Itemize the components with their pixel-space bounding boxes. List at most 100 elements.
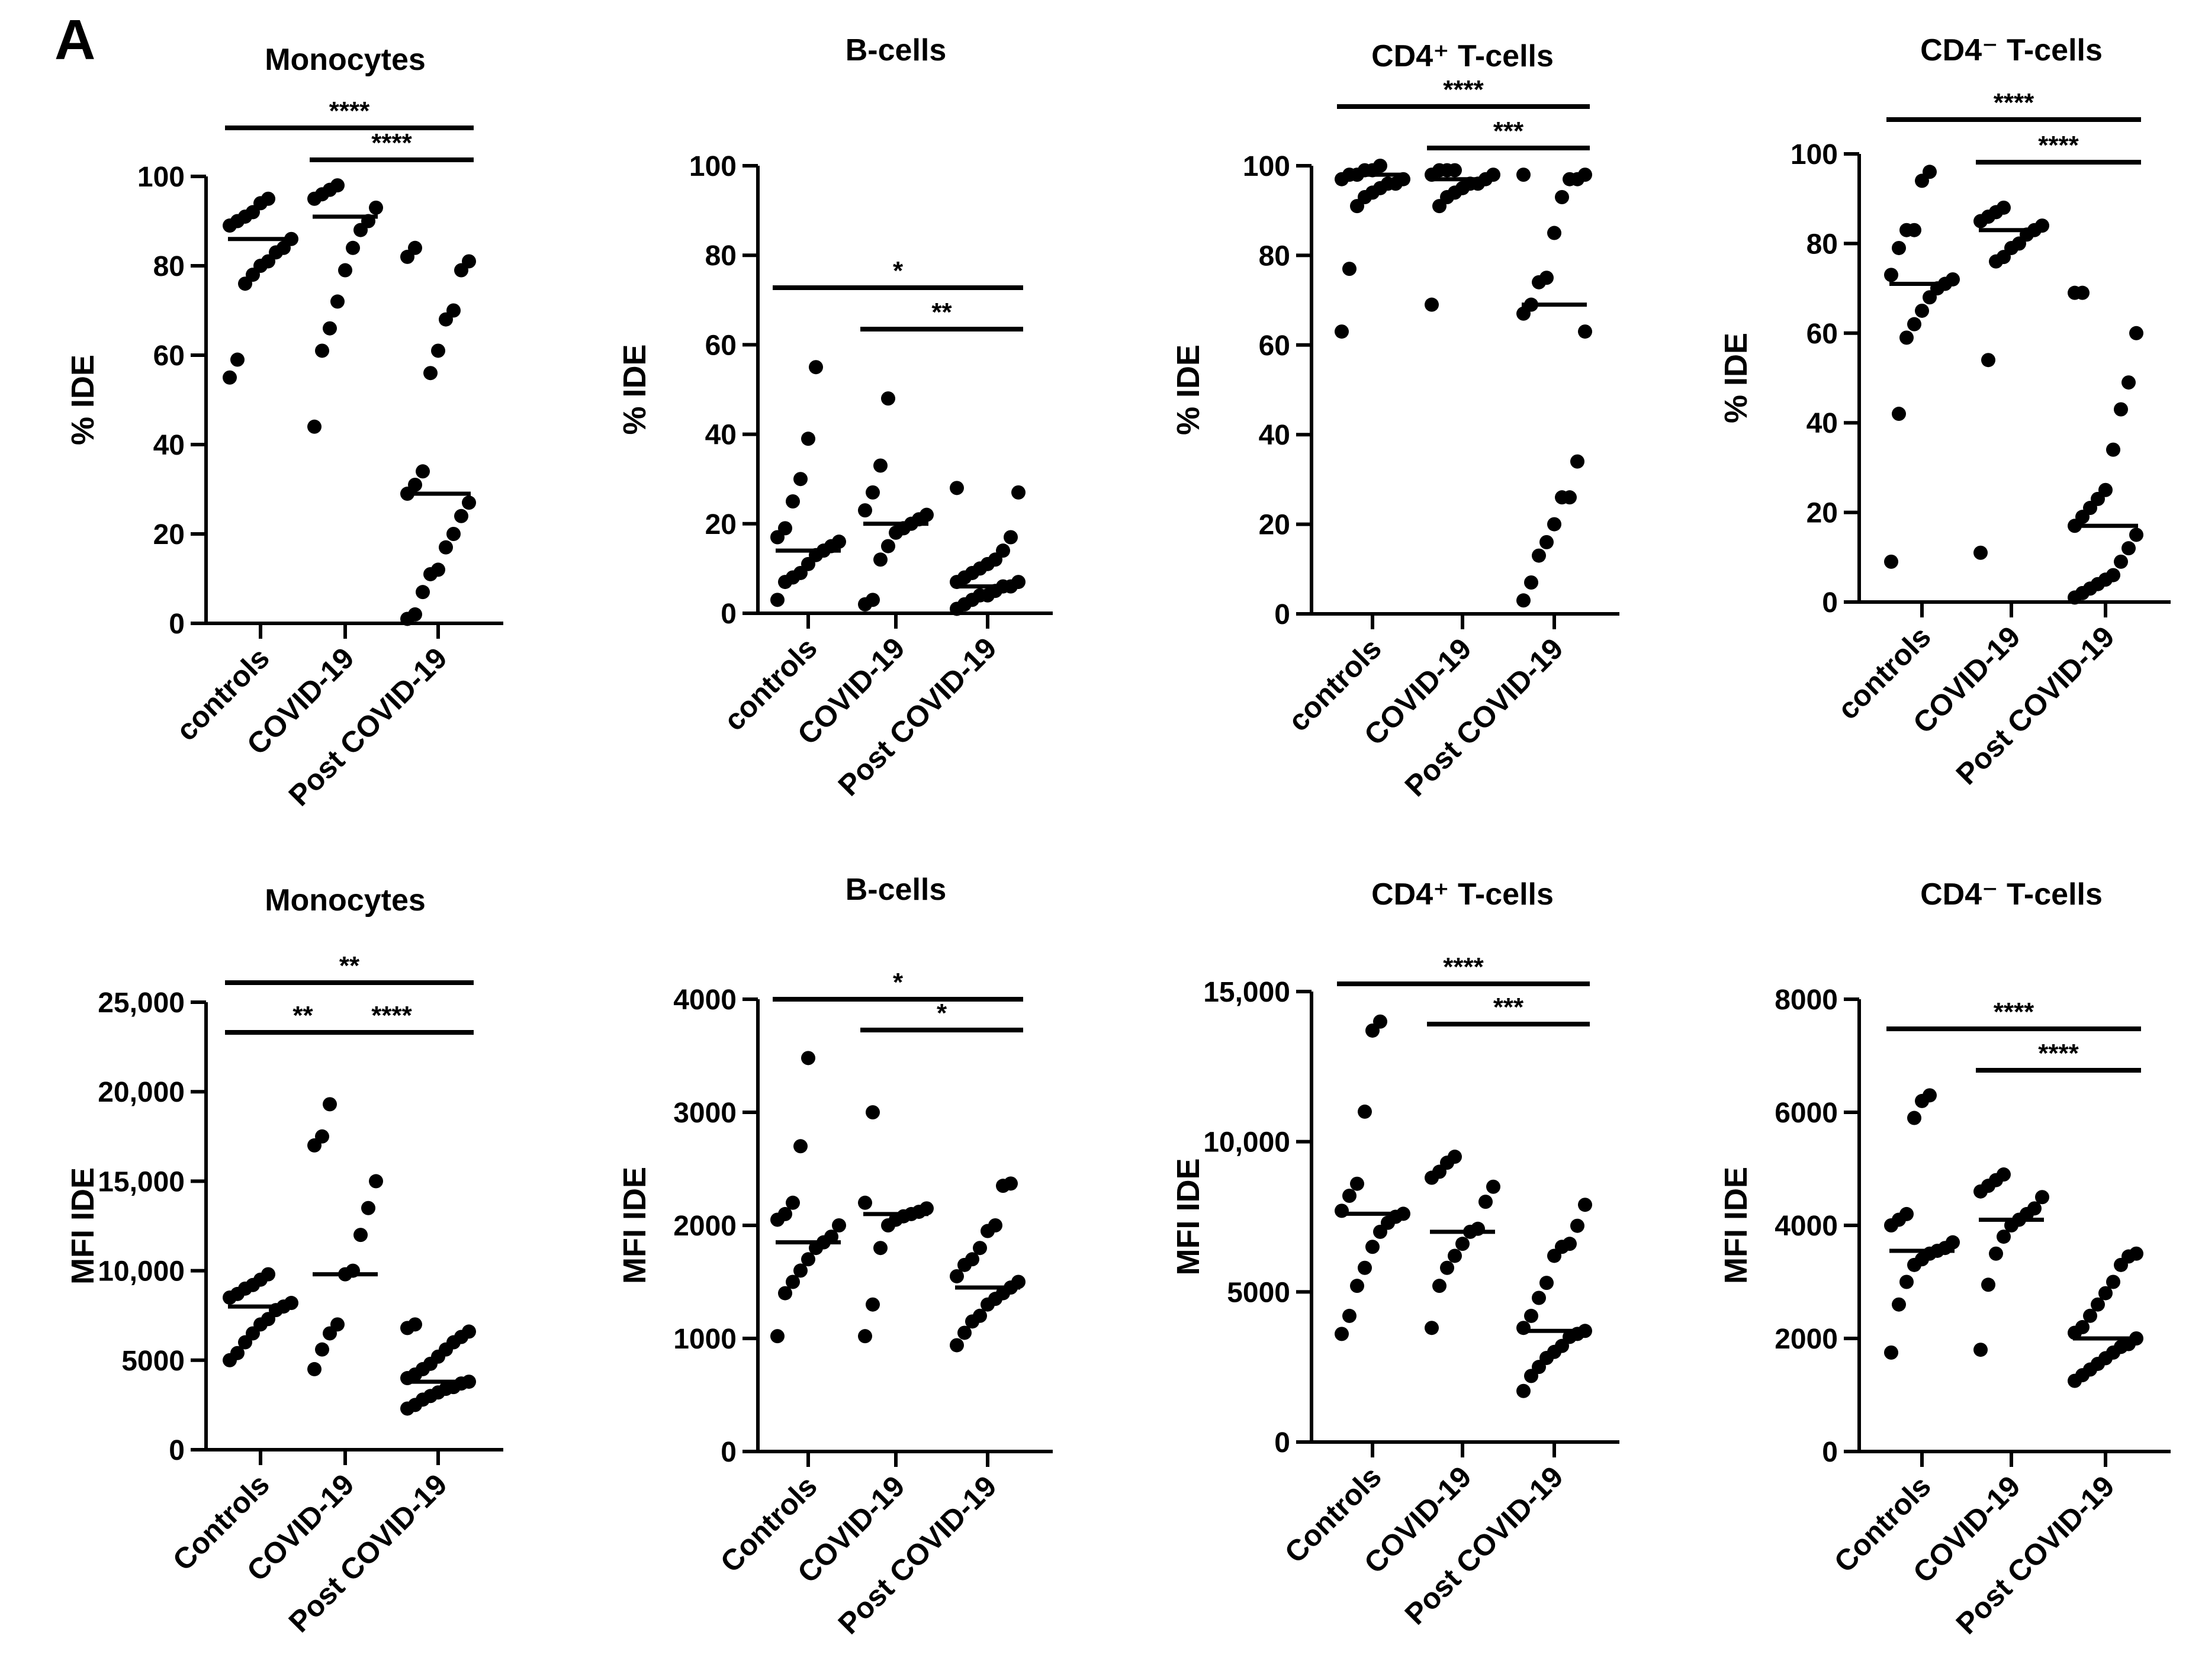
y-axis-label: % IDE (1171, 345, 1206, 435)
data-point (809, 360, 823, 375)
data-point (307, 419, 322, 434)
data-point (1973, 545, 1988, 560)
data-point (2098, 1286, 2113, 1301)
data-point (2091, 1297, 2105, 1312)
x-tick-label: Post COVID-19 (832, 631, 1003, 802)
data-point (866, 1297, 880, 1312)
data-point (920, 1201, 934, 1216)
data-point (1516, 1383, 1531, 1398)
y-axis-label: MFI IDE (1171, 1158, 1206, 1276)
y-tick-label: 0 (1274, 1427, 1290, 1459)
data-point (1884, 268, 1898, 282)
significance-label: * (893, 968, 904, 997)
y-tick-label: 40 (1259, 420, 1290, 451)
data-point (957, 1325, 972, 1340)
data-point (1425, 1321, 1439, 1335)
data-point (1532, 548, 1546, 563)
significance-label: * (937, 999, 947, 1028)
y-tick-label: 80 (1259, 240, 1290, 272)
y-tick-label: 100 (689, 151, 737, 182)
data-point (1997, 200, 2011, 215)
significance-label: *** (1493, 117, 1524, 146)
y-tick-label: 4000 (673, 984, 737, 1016)
data-point (1578, 168, 1592, 182)
chart-title: Monocytes (265, 883, 426, 918)
data-point (1989, 1246, 2003, 1261)
y-tick-label: 15,000 (1203, 977, 1290, 1008)
y-tick-label: 20 (705, 509, 737, 540)
data-point (416, 585, 430, 600)
data-point (330, 1317, 345, 1332)
y-tick-label: 60 (705, 330, 737, 361)
data-point (881, 391, 895, 406)
data-point (2129, 527, 2143, 542)
data-point (1335, 1327, 1349, 1341)
data-point (1478, 1195, 1493, 1209)
chart-panel-5: Monocytes 0 5000 10,000 15,000 20,000 25,000 MF… (65, 883, 503, 1639)
data-point (1555, 189, 1569, 204)
y-tick-label: 5000 (1227, 1277, 1290, 1308)
data-point (1899, 330, 1914, 345)
data-point (1539, 535, 1554, 549)
data-point (1440, 1260, 1454, 1275)
data-point (1892, 1297, 1906, 1312)
data-point (1524, 1308, 1538, 1323)
panel-label: A (54, 8, 96, 72)
y-axis-label: % IDE (65, 355, 101, 445)
data-point (824, 1230, 838, 1244)
y-axis-label: % IDE (1718, 333, 1754, 423)
y-tick-label: 15,000 (98, 1166, 185, 1198)
x-tick-label: Post COVID-19 (1950, 620, 2121, 791)
data-point (1892, 407, 1906, 421)
y-tick-label: 60 (1807, 318, 1838, 350)
data-point (1907, 1111, 1921, 1125)
significance-label: **** (1994, 997, 2034, 1026)
data-point (1884, 1345, 1898, 1360)
data-point (1373, 159, 1387, 173)
data-point (431, 562, 445, 577)
y-tick-label: 10,000 (98, 1256, 185, 1288)
y-tick-label: 4000 (1775, 1211, 1838, 1242)
y-tick-label: 8000 (1775, 984, 1838, 1016)
data-point (408, 477, 422, 492)
data-point (1004, 1176, 1018, 1191)
data-point (920, 507, 934, 522)
y-tick-label: 80 (153, 251, 185, 282)
data-point (1892, 240, 1906, 255)
y-axis-label: % IDE (617, 344, 652, 435)
data-point (1448, 1248, 1462, 1263)
data-point (793, 472, 808, 487)
data-point (230, 352, 245, 367)
data-point (1524, 575, 1538, 590)
data-point (1342, 1308, 1357, 1323)
data-point (462, 1324, 476, 1339)
data-point (950, 1338, 964, 1353)
data-point (1907, 223, 1921, 237)
data-point (2027, 1201, 2042, 1216)
y-tick-label: 3000 (673, 1098, 737, 1129)
data-point (2129, 1246, 2143, 1261)
data-point (1981, 353, 1995, 368)
data-point (1570, 454, 1584, 469)
data-point (1373, 1014, 1387, 1029)
data-point (2106, 568, 2120, 582)
data-point (1358, 1104, 1372, 1119)
y-axis-label: MFI IDE (65, 1167, 101, 1285)
data-point (801, 432, 815, 446)
data-point (965, 1252, 979, 1267)
y-tick-label: 40 (153, 430, 185, 461)
y-tick-label: 100 (1243, 151, 1290, 182)
data-point (361, 1201, 375, 1215)
data-point (353, 1228, 368, 1243)
data-point (446, 303, 461, 318)
data-point (408, 1317, 422, 1332)
data-point (230, 1346, 245, 1360)
data-point (778, 521, 792, 536)
data-point (223, 370, 237, 385)
data-point (950, 1269, 964, 1283)
data-point (1981, 1277, 1995, 1292)
data-point (1539, 271, 1554, 285)
y-tick-label: 0 (1822, 1437, 1838, 1468)
